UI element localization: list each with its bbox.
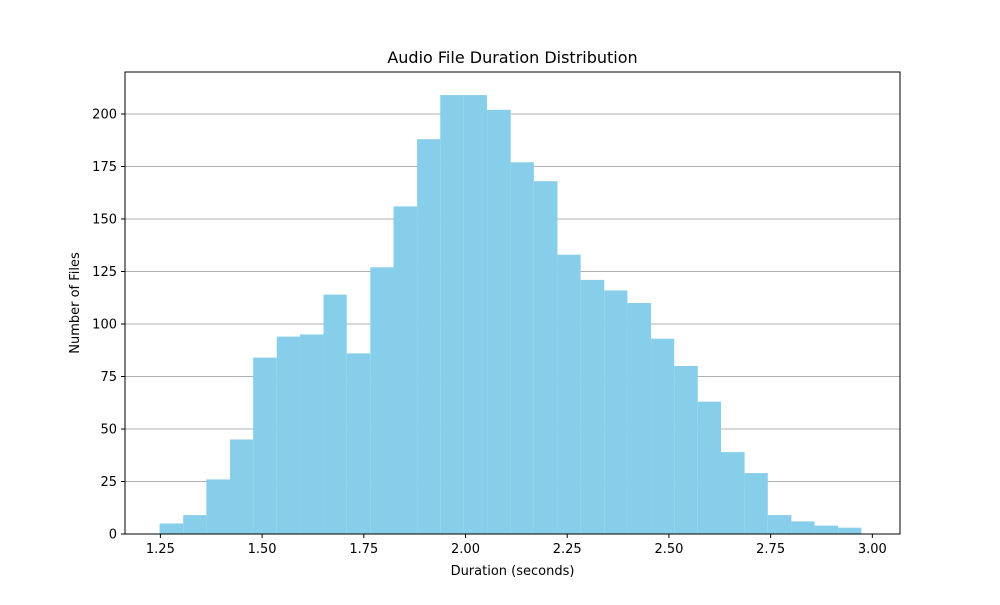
y-tick-label: 200	[92, 108, 117, 123]
histogram-bar	[627, 303, 652, 534]
histogram-bar	[299, 334, 324, 534]
histogram-bar	[229, 439, 254, 534]
histogram-bar	[510, 162, 534, 535]
x-tick-label: 2.25	[553, 542, 582, 557]
histogram-bar	[370, 267, 394, 534]
histogram-bar	[417, 139, 441, 534]
histogram-bar	[791, 521, 815, 534]
y-axis-ticks: 0 25 50 75 100 125 150 175 200	[92, 108, 125, 543]
x-axis-label: Duration (seconds)	[451, 564, 575, 579]
y-tick-label: 0	[109, 528, 117, 543]
x-tick-label: 1.25	[146, 542, 175, 557]
histogram-bar	[604, 290, 628, 534]
histogram-bar	[720, 452, 745, 534]
y-axis-label: Number of Files	[68, 252, 83, 354]
histogram-bar	[557, 254, 581, 534]
histogram-bar	[651, 338, 675, 534]
y-tick-label: 75	[100, 370, 117, 385]
x-tick-label: 3.00	[858, 542, 887, 557]
histogram-bar	[814, 525, 839, 534]
histogram-bar	[674, 366, 698, 534]
histogram-bar	[393, 206, 418, 534]
histogram-bar	[206, 479, 230, 534]
y-tick-label: 175	[92, 160, 117, 175]
chart-title: Audio File Duration Distribution	[387, 48, 637, 67]
x-tick-label: 1.50	[248, 542, 277, 557]
y-tick-label: 100	[92, 318, 117, 333]
x-tick-label: 2.00	[451, 542, 480, 557]
histogram-bar	[323, 294, 347, 534]
x-axis-ticks: 1.25 1.50 1.75 2.00 2.25 2.50 2.75 3.00	[146, 534, 887, 557]
plot-frame	[124, 71, 901, 535]
histogram-bar	[253, 357, 277, 534]
histogram-bar	[183, 515, 207, 534]
bars	[159, 95, 862, 535]
y-tick-label: 150	[92, 213, 117, 228]
histogram-bar	[838, 527, 862, 534]
y-tick-label: 25	[100, 475, 117, 490]
x-tick-label: 2.50	[654, 542, 683, 557]
histogram-bar	[533, 181, 558, 534]
histogram-bar	[159, 523, 184, 534]
histogram-bar	[580, 279, 605, 534]
histogram-bar	[463, 95, 488, 534]
x-tick-label: 1.75	[349, 542, 378, 557]
histogram-bar	[440, 95, 464, 534]
histogram-bar	[487, 109, 511, 535]
x-tick-label: 2.75	[756, 542, 785, 557]
y-tick-label: 125	[92, 265, 117, 280]
histogram-bar	[697, 401, 721, 534]
histogram-bar	[744, 473, 768, 534]
histogram-bar	[767, 515, 792, 534]
histogram-bar	[346, 353, 371, 534]
histogram-bar	[276, 336, 300, 534]
y-tick-label: 50	[100, 423, 117, 438]
